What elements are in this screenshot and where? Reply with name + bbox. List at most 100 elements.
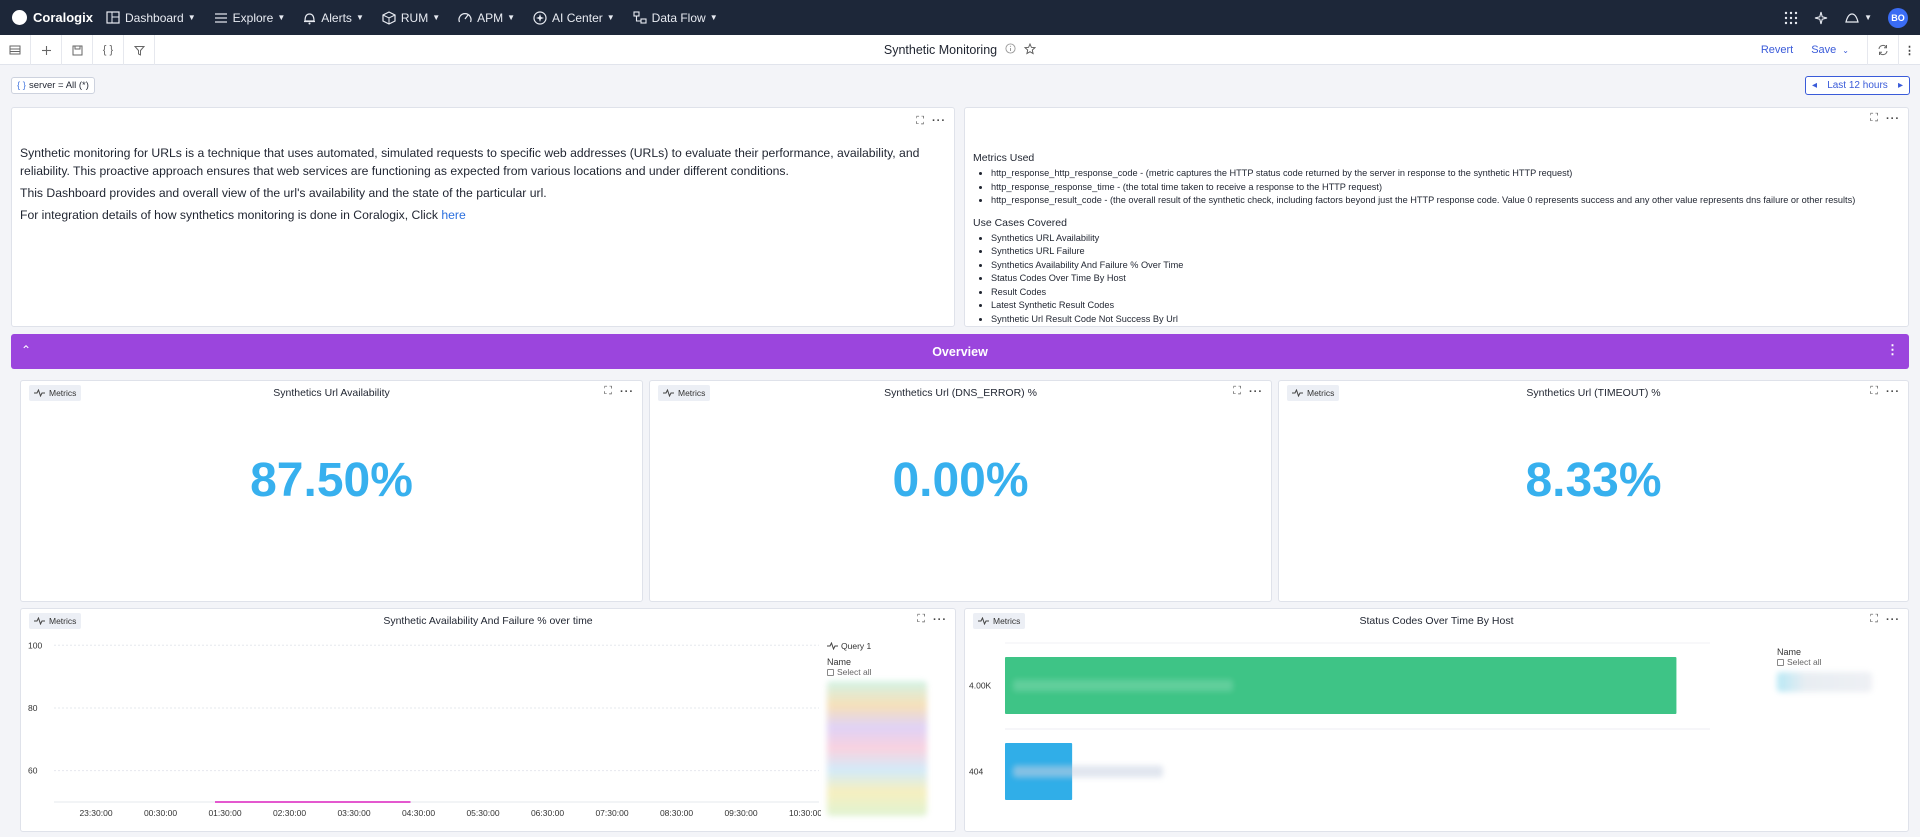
expand-icon[interactable]: ⛶ bbox=[1870, 385, 1878, 397]
integration-link[interactable]: here bbox=[441, 208, 466, 222]
dashboard-title: Synthetic Monitoring bbox=[883, 43, 998, 57]
more-icon[interactable]: ··· bbox=[1886, 385, 1900, 398]
chevron-down-icon: ▼ bbox=[709, 13, 718, 22]
metrics-tag: Metrics bbox=[658, 385, 711, 401]
bar-label-blurred bbox=[1013, 679, 1233, 692]
expand-icon[interactable]: ⛶ bbox=[604, 385, 612, 397]
app-logo[interactable]: Coralogix bbox=[0, 10, 100, 25]
bar-label-blurred bbox=[1013, 765, 1163, 778]
sparkle-icon[interactable] bbox=[1814, 11, 1828, 25]
chevron-down-icon: ▼ bbox=[187, 13, 196, 22]
bar[interactable] bbox=[1005, 657, 1677, 714]
more-icon[interactable]: ··· bbox=[1886, 112, 1900, 125]
nav-explore[interactable]: Explore ▼ bbox=[214, 11, 285, 25]
info-icon[interactable] bbox=[1005, 43, 1016, 57]
expand-icon[interactable]: ⛶ bbox=[1870, 613, 1878, 625]
nav-ai-center[interactable]: AI Center ▼ bbox=[533, 11, 615, 25]
server-variable-filter[interactable]: { } server = All (*) bbox=[11, 77, 95, 94]
refresh-icon bbox=[1878, 44, 1888, 56]
intro-text-panel: ⛶ ··· Synthetic monitoring for URLs is a … bbox=[11, 107, 955, 327]
variables-button[interactable]: { } bbox=[93, 35, 124, 65]
metrics-tag: Metrics bbox=[29, 385, 82, 401]
legend-select-all[interactable]: Select all bbox=[1777, 657, 1897, 667]
panel-title: Status Codes Over Time By Host bbox=[1359, 615, 1514, 627]
add-widget-button[interactable] bbox=[31, 35, 62, 65]
chevron-up-icon[interactable]: ⌃ bbox=[21, 343, 32, 357]
user-avatar[interactable]: BO bbox=[1888, 7, 1908, 28]
use-case-item: Synthetic Url Result Code Not Success By… bbox=[991, 313, 1898, 327]
floppy-icon bbox=[72, 45, 82, 55]
chevron-down-icon: ▼ bbox=[355, 13, 364, 22]
expand-icon[interactable]: ⛶ bbox=[916, 115, 924, 127]
y-tick-label: 4.00K bbox=[969, 681, 992, 691]
panel-title: Synthetic Availability And Failure % ove… bbox=[383, 615, 593, 627]
x-tick-label: 01:30:00 bbox=[208, 808, 241, 818]
refresh-button[interactable] bbox=[1867, 35, 1898, 65]
pulse-icon bbox=[1292, 389, 1303, 397]
y-tick-label: 80 bbox=[28, 703, 38, 713]
plus-icon bbox=[41, 45, 51, 55]
use-case-item: Synthetics URL Availability bbox=[991, 232, 1898, 246]
grid-apps-icon[interactable] bbox=[1784, 11, 1798, 25]
more-icon[interactable]: ··· bbox=[620, 385, 634, 398]
x-tick-label: 23:30:00 bbox=[79, 808, 112, 818]
stat-value: 87.50% bbox=[250, 454, 413, 507]
metrics-used-heading: Metrics Used bbox=[973, 152, 1035, 164]
stat-panel-availability: Metrics Synthetics Url Availability ⛶ ···… bbox=[20, 380, 643, 602]
legend-select-all[interactable]: Select all bbox=[827, 667, 947, 677]
save-button[interactable]: Save ⌄ bbox=[1811, 44, 1849, 56]
kebab-icon: ⋮ bbox=[1904, 44, 1915, 57]
more-icon[interactable]: ··· bbox=[1886, 613, 1900, 626]
y-tick-label: 60 bbox=[28, 766, 38, 776]
chevron-left-icon[interactable]: ◂ bbox=[1812, 80, 1818, 91]
dashboards-list-button[interactable] bbox=[0, 35, 31, 65]
status-codes-panel: Metrics Status Codes Over Time By Host ⛶… bbox=[964, 608, 1909, 832]
bell-icon bbox=[304, 12, 316, 24]
expand-icon[interactable]: ⛶ bbox=[1233, 385, 1241, 397]
nav-dashboard[interactable]: Dashboard ▼ bbox=[106, 11, 196, 25]
braces-icon: { } bbox=[102, 44, 114, 56]
panel-title: Synthetics Url Availability bbox=[273, 387, 390, 399]
nav-apm[interactable]: APM ▼ bbox=[458, 11, 515, 25]
overview-section-header[interactable]: ⌃ Overview ⋮ bbox=[11, 334, 1909, 369]
more-icon[interactable]: ··· bbox=[1249, 385, 1263, 398]
nav-alerts[interactable]: Alerts ▼ bbox=[303, 11, 364, 25]
stat-value: 0.00% bbox=[892, 454, 1029, 507]
filter-button[interactable] bbox=[124, 35, 155, 65]
y-tick-label: 100 bbox=[28, 640, 42, 650]
revert-button[interactable]: Revert bbox=[1760, 44, 1794, 56]
y-tick-label: 404 bbox=[969, 767, 983, 777]
expand-icon[interactable]: ⛶ bbox=[917, 613, 925, 625]
chevron-right-icon[interactable]: ▸ bbox=[1897, 80, 1903, 91]
more-icon[interactable]: ··· bbox=[932, 115, 946, 127]
panel-title: Synthetics Url (DNS_ERROR) % bbox=[884, 387, 1037, 399]
explore-icon bbox=[214, 12, 227, 23]
use-case-item: Result Codes bbox=[991, 286, 1898, 300]
nav-rum[interactable]: RUM ▼ bbox=[382, 11, 440, 25]
kebab-icon[interactable]: ⋮ bbox=[1886, 342, 1899, 357]
notifications-menu[interactable]: ▼ bbox=[1844, 12, 1872, 24]
x-tick-label: 00:30:00 bbox=[144, 808, 177, 818]
time-range-picker[interactable]: ◂ Last 12 hours ▸ bbox=[1805, 76, 1910, 95]
expand-icon[interactable]: ⛶ bbox=[1870, 112, 1878, 124]
metric-item: http_response_http_response_code - (metr… bbox=[991, 167, 1898, 181]
use-case-item: Status Codes Over Time By Host bbox=[991, 272, 1898, 286]
x-tick-label: 09:30:00 bbox=[724, 808, 757, 818]
use-cases-heading: Use Cases Covered bbox=[973, 216, 1067, 229]
alert-bell-icon bbox=[1845, 12, 1859, 23]
chevron-down-icon: ▼ bbox=[507, 13, 516, 22]
chevron-down-icon: ▼ bbox=[1864, 13, 1872, 22]
nav-data-flow[interactable]: Data Flow ▼ bbox=[633, 11, 718, 25]
intro-paragraph: This Dashboard provides and overall view… bbox=[20, 186, 547, 200]
dashboard-icon bbox=[106, 11, 120, 24]
x-tick-label: 10:30:00 bbox=[789, 808, 821, 818]
pulse-icon bbox=[978, 617, 989, 625]
x-tick-label: 07:30:00 bbox=[595, 808, 628, 818]
more-options-button[interactable]: ⋮ bbox=[1898, 35, 1920, 65]
more-icon[interactable]: ··· bbox=[933, 613, 947, 626]
legend-items-blurred bbox=[827, 681, 927, 816]
save-dashboard-button[interactable] bbox=[62, 35, 93, 65]
star-icon[interactable] bbox=[1024, 42, 1037, 58]
legend-title: Name bbox=[827, 657, 852, 667]
use-case-item: Synthetics Availability And Failure % Ov… bbox=[991, 259, 1898, 273]
